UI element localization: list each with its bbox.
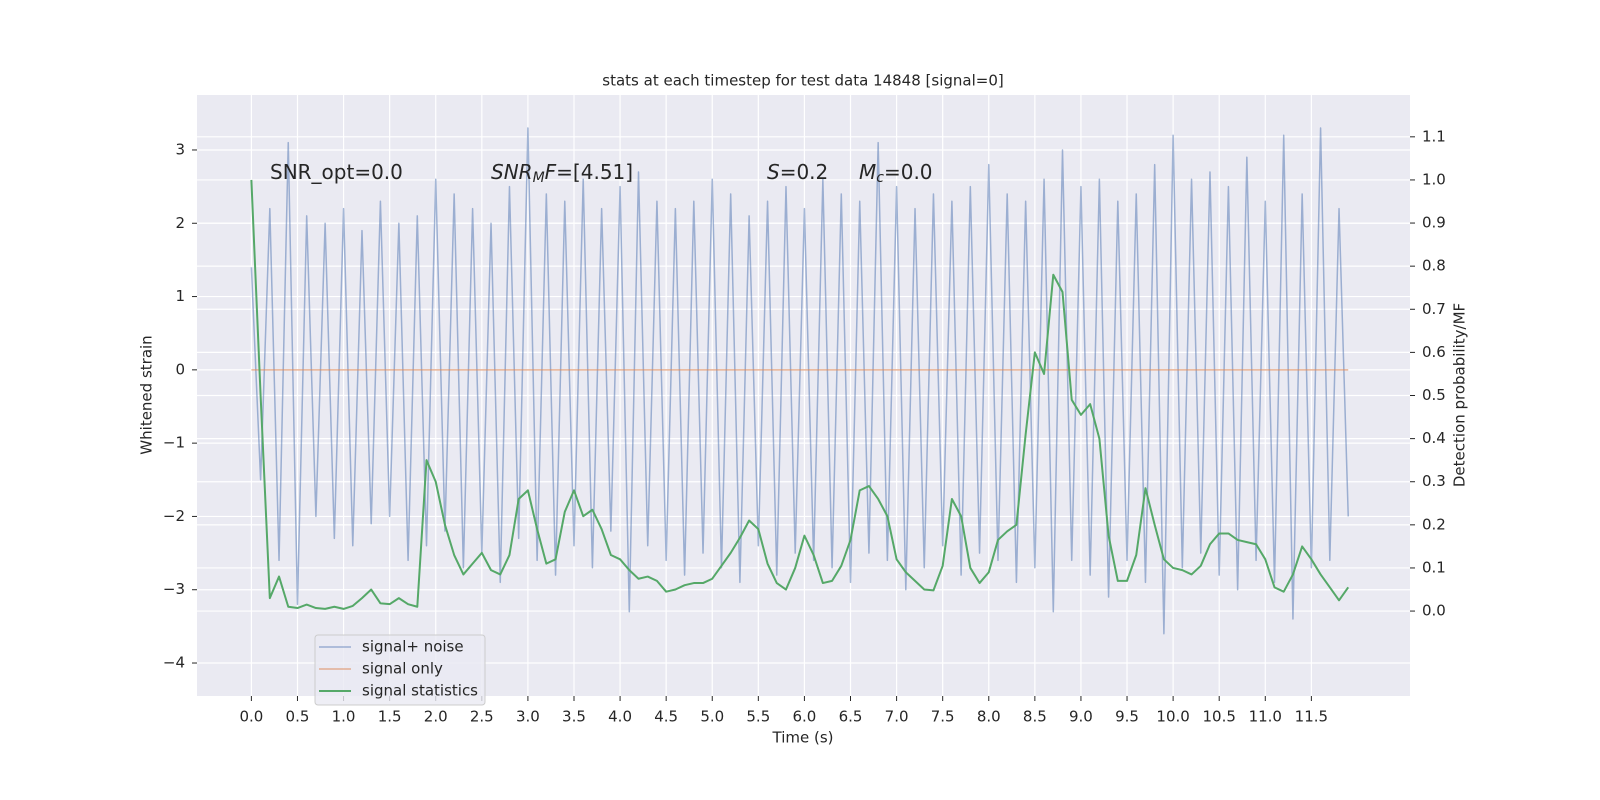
x-tick-label: 5.0 (700, 708, 724, 726)
y-tick-label: −3 (163, 580, 185, 598)
legend-label: signal only (362, 660, 443, 678)
annotation-part: SNR (491, 160, 533, 184)
x-tick-label: 0.5 (286, 708, 310, 726)
x-tick-label: 10.0 (1156, 708, 1189, 726)
y2-tick-label: 1.0 (1422, 170, 1446, 188)
annotation-part: =0.2 (780, 160, 829, 184)
x-tick-label: 0.0 (239, 708, 263, 726)
y-axis-label: Whitened strain (138, 335, 156, 454)
y2-tick-label: 0.5 (1422, 386, 1446, 404)
annotation-part: SNR_opt=0.0 (270, 160, 403, 184)
annotation-part: S (767, 160, 780, 184)
y2-tick-label: 0.4 (1422, 429, 1446, 447)
x-tick-label: 2.5 (470, 708, 494, 726)
y2-tick-label: 0.0 (1422, 602, 1446, 620)
y2-tick-label: 0.7 (1422, 300, 1446, 318)
x-tick-label: 7.0 (885, 708, 909, 726)
x-tick-label: 10.5 (1202, 708, 1235, 726)
y2-tick-label: 0.2 (1422, 515, 1446, 533)
y2-tick-label: 0.8 (1422, 257, 1446, 275)
x-tick-label: 11.5 (1295, 708, 1328, 726)
y-tick-label: 3 (175, 140, 185, 158)
y-tick-label: −2 (163, 507, 185, 525)
x-tick-label: 3.0 (516, 708, 540, 726)
x-tick-label: 5.5 (746, 708, 770, 726)
series-line (250, 179, 1350, 610)
annotation: SNRMF=[4.51] (491, 160, 633, 187)
annotation: S=0.2 (767, 160, 828, 184)
y2-tick-label: 0.3 (1422, 472, 1446, 490)
x-tick-label: 6.5 (839, 708, 863, 726)
annotation-part: =[4.51] (556, 160, 633, 184)
annotation: SNR_opt=0.0 (270, 160, 403, 184)
x-tick-label: 2.0 (424, 708, 448, 726)
y2-tick-label: 1.1 (1422, 127, 1446, 145)
legend: signal+ noise signal only signal statistic… (314, 634, 486, 706)
x-tick-label: 9.5 (1115, 708, 1139, 726)
y-tick-label: −4 (163, 654, 185, 672)
labels: 0.0 0.5 1.0 1.5 2.0 2.5 3.0 3.5 4.0 4.5 5.0 5.5 6.0 6… (163, 127, 1446, 725)
x-tick-label: 4.0 (608, 708, 632, 726)
x-tick-label: 1.0 (332, 708, 356, 726)
annotation-part: c (876, 170, 884, 186)
y2-tick-label: 0.9 (1422, 214, 1446, 232)
annotation-part: F (545, 160, 557, 184)
annotation-part: =0.0 (884, 160, 933, 184)
series-line (250, 127, 1349, 635)
annotation-part: M (859, 160, 876, 184)
y2-tick-label: 0.6 (1422, 343, 1446, 361)
x-tick-label: 7.5 (931, 708, 955, 726)
x-tick-label: 8.5 (1023, 708, 1047, 726)
x-tick-label: 8.0 (977, 708, 1001, 726)
marks (250, 127, 1350, 635)
x-tick-label: 11.0 (1249, 708, 1282, 726)
x-tick-label: 3.5 (562, 708, 586, 726)
y-tick-label: 2 (175, 214, 185, 232)
chart-title: stats at each timestep for test data 148… (602, 72, 1003, 90)
legend-label: signal+ noise (362, 638, 464, 656)
x-axis-label: Time (s) (772, 729, 834, 747)
x-tick-label: 9.0 (1069, 708, 1093, 726)
x-tick-label: 6.0 (792, 708, 816, 726)
legend-box (314, 634, 486, 706)
y2-axis-label: Detection probability/MF (1451, 303, 1469, 487)
x-tick-label: 1.5 (378, 708, 402, 726)
y2-tick-label: 0.1 (1422, 558, 1446, 576)
x-tick-label: 4.5 (654, 708, 678, 726)
annotation: Mc=0.0 (859, 160, 933, 187)
y-tick-label: 0 (175, 360, 185, 378)
annotation-part: M (533, 170, 545, 186)
y-tick-label: −1 (163, 434, 185, 452)
legend-label: signal statistics (362, 682, 478, 700)
y-tick-label: 1 (175, 287, 185, 305)
